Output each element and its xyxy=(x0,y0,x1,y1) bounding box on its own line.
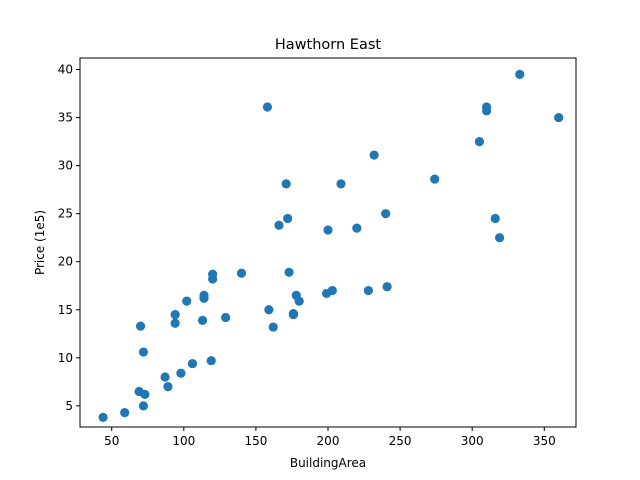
x-tick-label: 100 xyxy=(172,434,195,448)
data-point xyxy=(281,179,291,189)
x-axis-label: BuildingArea xyxy=(290,456,366,470)
data-point xyxy=(494,233,505,243)
data-point xyxy=(160,372,170,382)
data-point xyxy=(283,213,293,224)
x-tick-label: 300 xyxy=(461,434,484,448)
data-point xyxy=(208,274,218,284)
data-point xyxy=(170,309,180,320)
data-point xyxy=(138,401,149,411)
data-point xyxy=(187,358,198,369)
y-tick-label: 20 xyxy=(58,255,73,269)
data-point xyxy=(140,389,150,399)
data-point xyxy=(515,69,525,79)
data-point xyxy=(363,285,373,296)
data-point xyxy=(268,322,278,332)
data-point xyxy=(236,268,247,278)
y-tick-label: 5 xyxy=(65,399,73,413)
data-point xyxy=(323,225,333,235)
data-point xyxy=(381,209,391,219)
y-tick-label: 40 xyxy=(58,63,73,77)
data-point xyxy=(199,290,209,300)
data-point xyxy=(554,112,564,123)
data-point xyxy=(490,213,500,224)
data-point xyxy=(206,356,216,366)
y-tick-label: 10 xyxy=(58,351,73,365)
data-point xyxy=(336,179,346,189)
plot-frame xyxy=(79,57,577,428)
y-tick-label: 35 xyxy=(58,111,73,125)
data-point xyxy=(327,285,337,296)
data-point xyxy=(430,174,440,184)
data-point xyxy=(138,347,149,357)
chart-title: Hawthorn East xyxy=(275,37,382,53)
data-point xyxy=(135,321,146,331)
y-axis-label: Price (1e5) xyxy=(33,210,47,275)
data-point xyxy=(274,220,284,230)
data-point xyxy=(382,282,392,292)
data-point xyxy=(294,296,304,306)
data-point xyxy=(170,318,180,328)
y-axis: 5 10 15 20 25 30 35 40 xyxy=(58,63,80,413)
x-tick-label: 250 xyxy=(389,434,412,448)
data-points xyxy=(98,69,564,422)
data-point xyxy=(163,382,173,392)
data-point xyxy=(120,407,130,418)
data-point xyxy=(264,305,274,315)
x-tick-label: 50 xyxy=(104,434,119,448)
data-point xyxy=(474,137,484,147)
x-axis: 50 100 150 200 250 300 350 xyxy=(104,427,556,448)
data-point xyxy=(262,102,273,112)
x-tick-label: 350 xyxy=(533,434,556,448)
data-point xyxy=(369,150,379,160)
data-point xyxy=(352,223,362,233)
data-point xyxy=(98,412,108,422)
data-point xyxy=(221,312,231,323)
x-tick-label: 200 xyxy=(317,434,340,448)
x-tick-label: 150 xyxy=(244,434,267,448)
data-point xyxy=(288,309,298,319)
data-point xyxy=(482,106,492,116)
data-point xyxy=(176,368,186,378)
y-tick-label: 15 xyxy=(58,303,73,317)
y-tick-label: 30 xyxy=(58,159,73,173)
data-point xyxy=(197,315,208,325)
y-tick-label: 25 xyxy=(58,207,73,221)
data-point xyxy=(284,267,294,277)
data-point xyxy=(182,296,192,306)
